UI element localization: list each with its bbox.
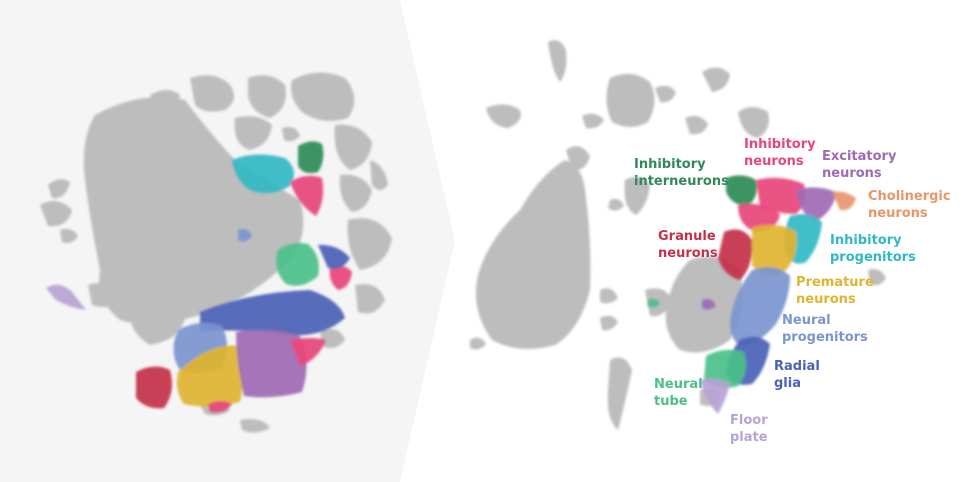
label-radial-glia: Radial glia [774, 359, 824, 391]
left-umap [40, 72, 392, 433]
label-granule-neurons: Granule neurons [658, 229, 720, 261]
label-premature-neurons: Premature neurons [796, 275, 878, 307]
label-inhibitory-interneurons: Inhibitory interneurons [634, 157, 729, 189]
right-umap-gray-clusters [470, 40, 886, 430]
right-umap-colored-clusters [648, 175, 856, 414]
label-neural-tube: Neural tube [654, 377, 707, 409]
label-inhibitory-neurons: Inhibitory neurons [744, 137, 820, 169]
label-excitatory-neurons: Excitatory neurons [822, 149, 901, 181]
label-inhibitory-progenitors: Inhibitory progenitors [830, 233, 916, 265]
left-umap-colored-clusters [46, 141, 352, 413]
label-floor-plate: Floor plate [730, 413, 772, 445]
label-neural-progenitors: Neural progenitors [782, 313, 868, 345]
left-umap-gray-clusters [40, 72, 392, 433]
label-cholinergic-neurons: Cholinergic neurons [868, 189, 955, 221]
cluster-labels: Inhibitory interneurons Inhibitory neuro… [634, 137, 955, 445]
right-umap [470, 40, 886, 430]
